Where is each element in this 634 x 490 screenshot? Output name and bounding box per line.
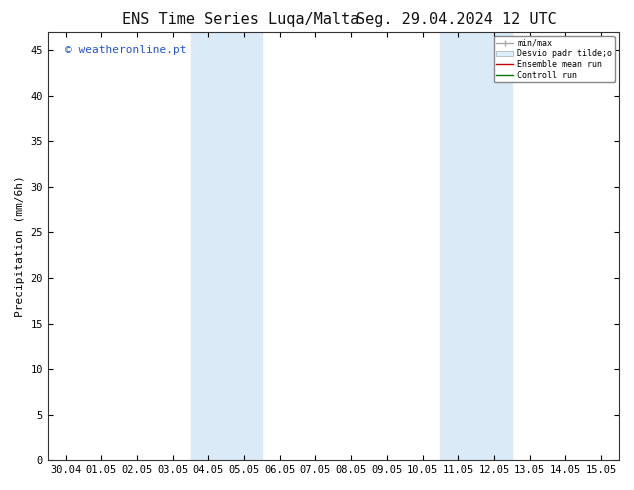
Bar [191,32,262,460]
Text: Seg. 29.04.2024 12 UTC: Seg. 29.04.2024 12 UTC [356,12,557,27]
Bar [441,32,512,460]
Text: ENS Time Series Luqa/Malta: ENS Time Series Luqa/Malta [122,12,359,27]
Legend: min/max, Desvio padr tilde;o, Ensemble mean run, Controll run: min/max, Desvio padr tilde;o, Ensemble m… [494,36,614,82]
Text: © weatheronline.pt: © weatheronline.pt [65,45,186,55]
Y-axis label: Precipitation (mm/6h): Precipitation (mm/6h) [15,175,25,317]
